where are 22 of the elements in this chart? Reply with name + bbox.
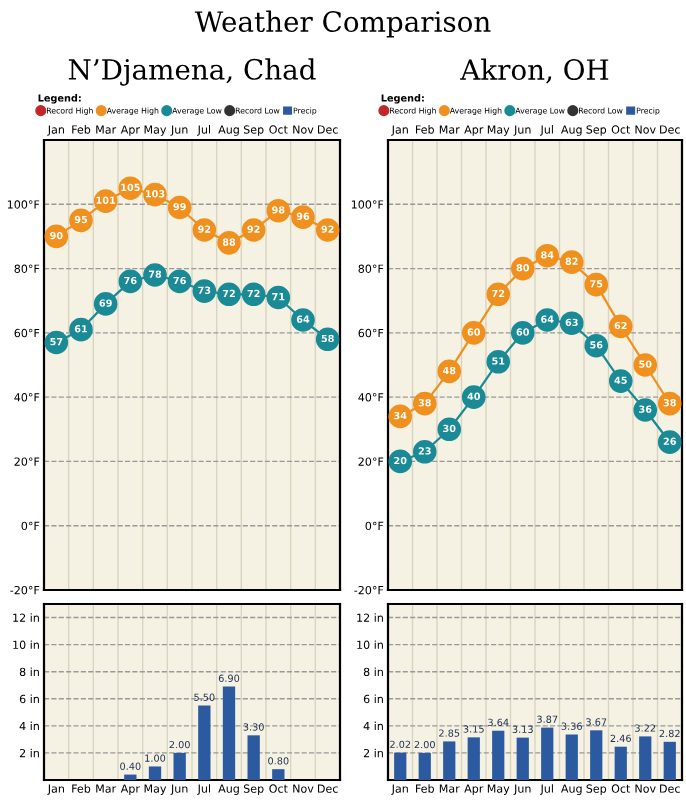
bar [124, 774, 137, 780]
bar [247, 735, 260, 780]
bar [173, 752, 186, 780]
bar [222, 686, 236, 780]
bar [418, 752, 431, 780]
bar [394, 752, 407, 780]
bar [272, 769, 285, 780]
bar [148, 766, 162, 780]
bar [614, 746, 627, 780]
chart-subtitle: N’Djamena, Chad [68, 58, 316, 86]
bar [541, 727, 554, 780]
bar [516, 737, 529, 780]
bar [198, 705, 211, 780]
bar [492, 730, 505, 780]
bar [663, 741, 676, 780]
bar [590, 730, 603, 780]
chart-subtitle: Akron, OH [460, 58, 609, 84]
bar [467, 737, 480, 780]
bar [565, 734, 578, 780]
bar [443, 741, 456, 780]
bar [639, 736, 652, 780]
chart-title: Weather Comparison [194, 10, 491, 38]
